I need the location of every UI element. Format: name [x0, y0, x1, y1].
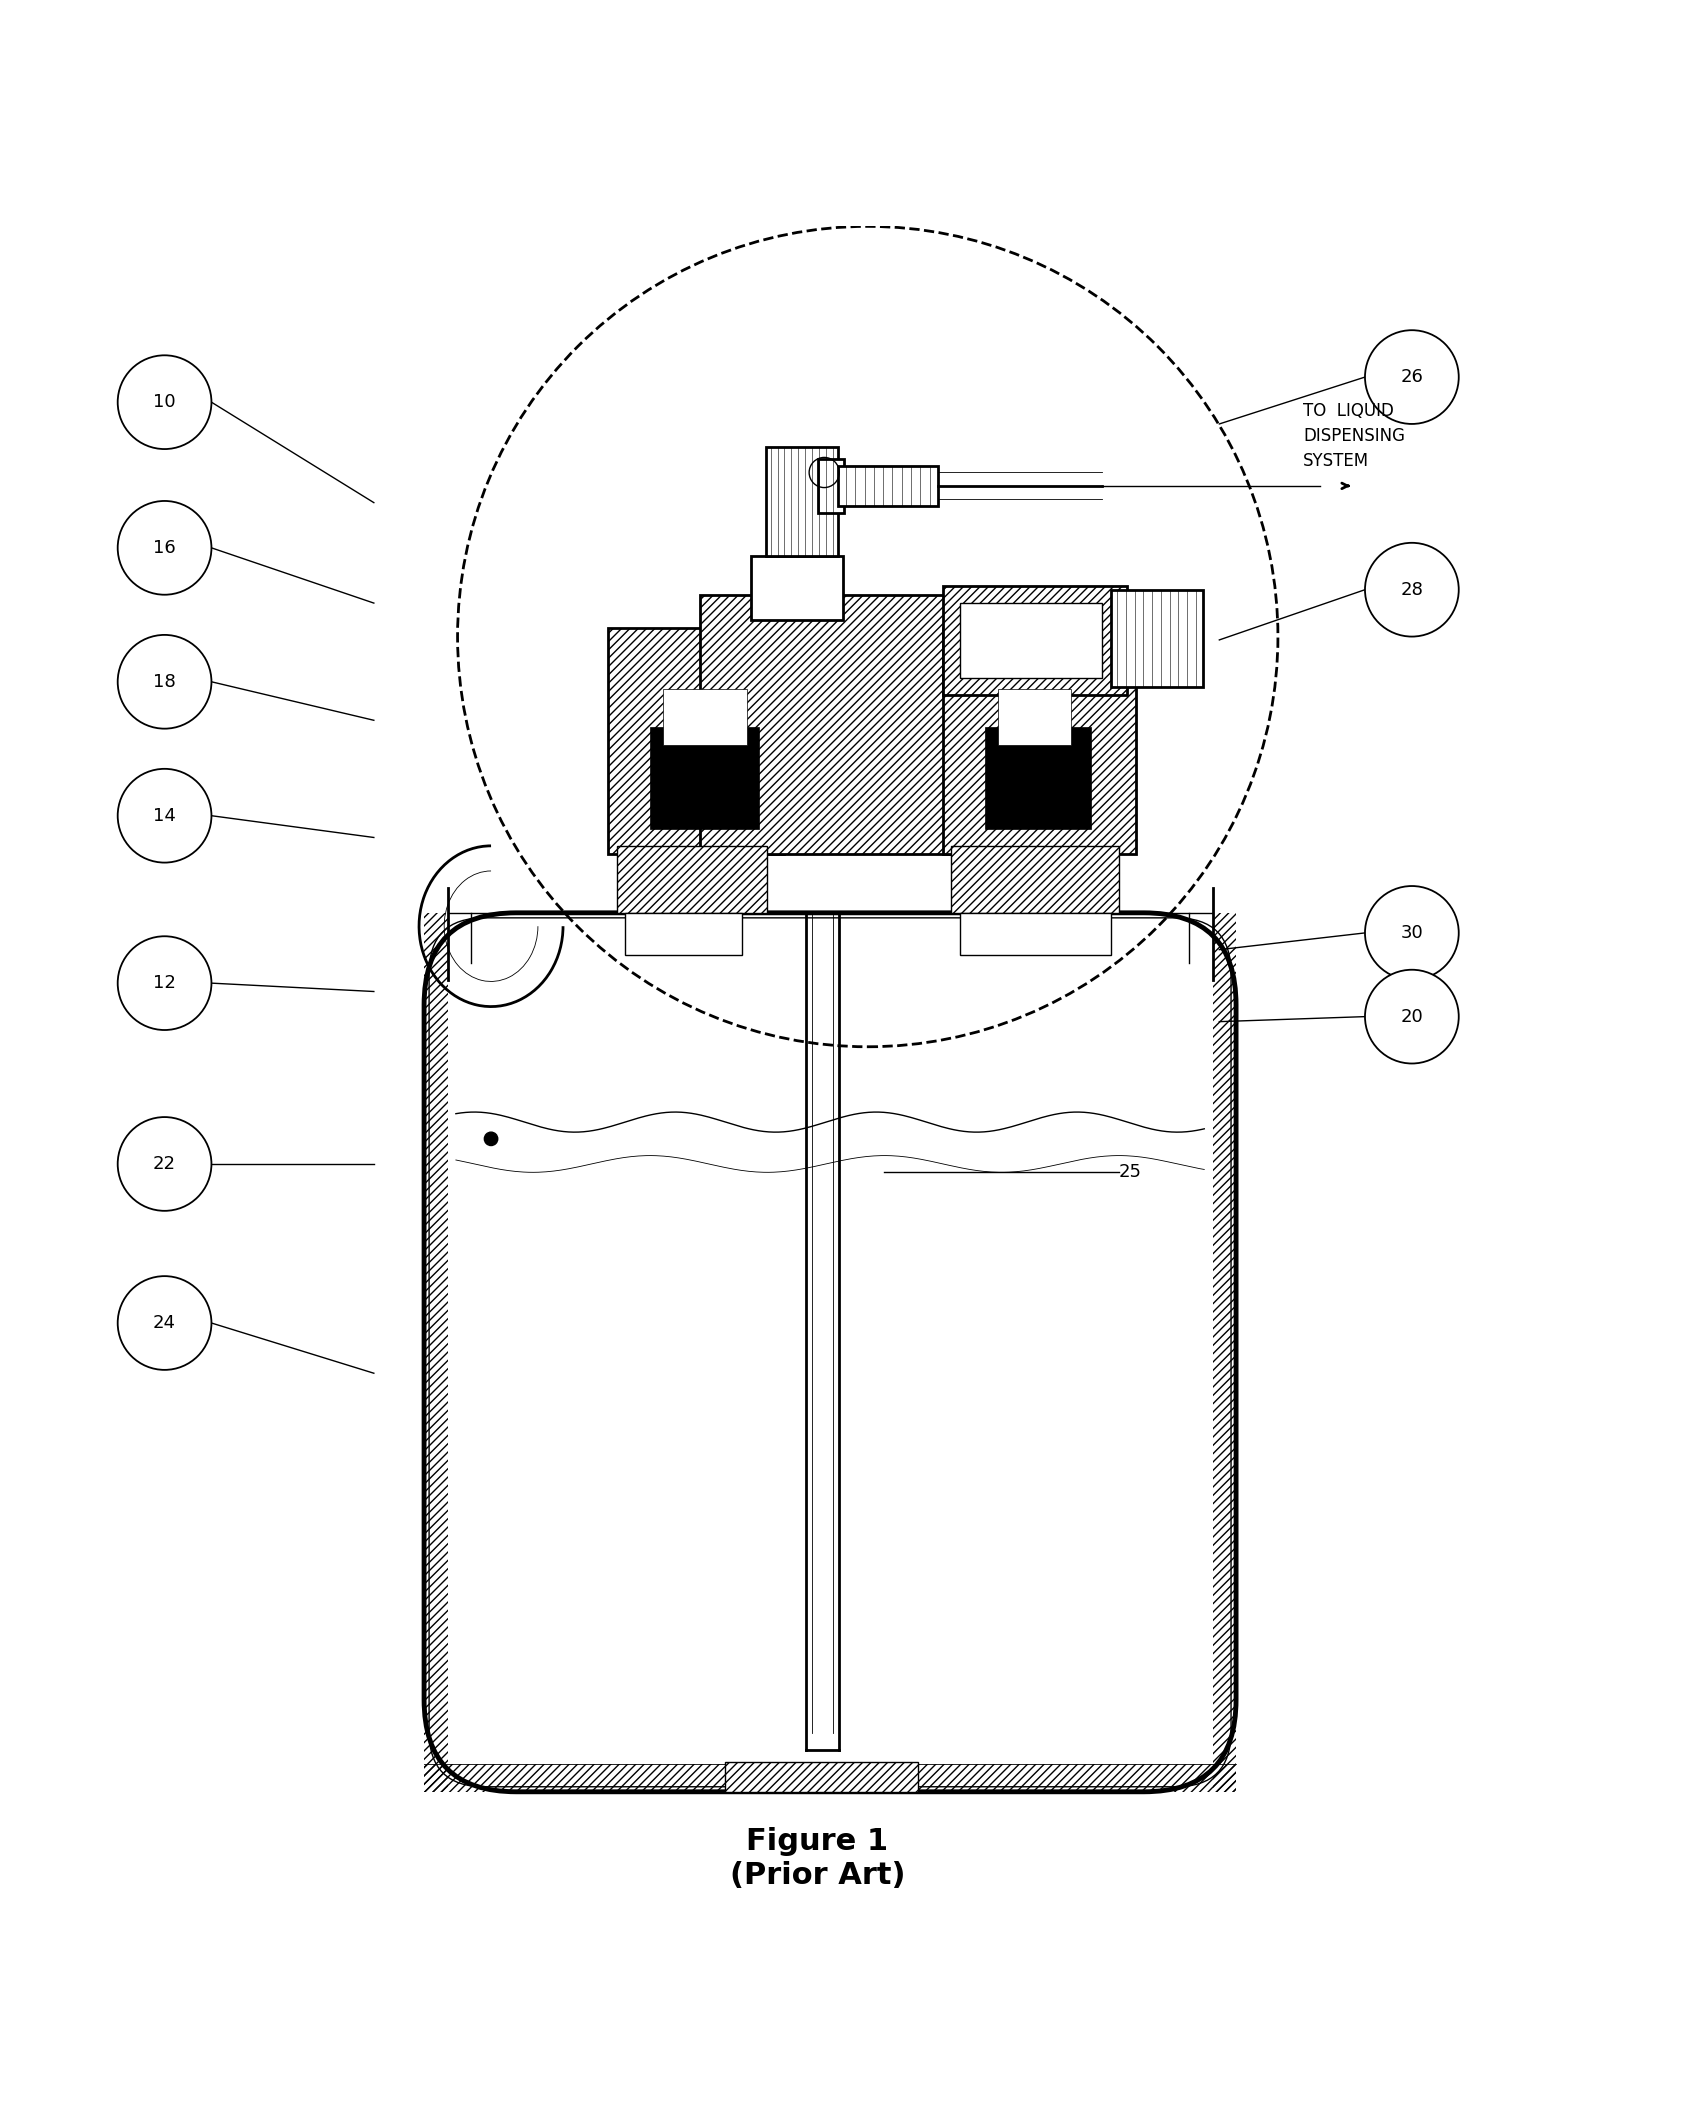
Bar — [625, 912, 742, 955]
Bar — [999, 689, 1072, 744]
Text: 16: 16 — [153, 538, 175, 557]
Text: 12: 12 — [153, 974, 175, 991]
Circle shape — [117, 768, 211, 864]
Bar — [837, 466, 938, 506]
Bar — [960, 604, 1103, 679]
Bar — [725, 1761, 917, 1791]
Text: 28: 28 — [1401, 581, 1423, 598]
Circle shape — [1365, 542, 1459, 636]
Text: TO  LIQUID
DISPENSING
SYSTEM: TO LIQUID DISPENSING SYSTEM — [1304, 402, 1406, 470]
Circle shape — [117, 634, 211, 730]
Bar — [960, 912, 1110, 955]
Circle shape — [117, 936, 211, 1029]
Bar — [608, 627, 785, 855]
Bar — [751, 557, 842, 619]
Bar — [616, 847, 768, 912]
Bar — [951, 847, 1118, 912]
Bar — [650, 727, 759, 830]
Bar — [616, 847, 768, 912]
Bar — [1110, 589, 1203, 687]
Text: 14: 14 — [153, 806, 175, 825]
Bar — [951, 847, 1118, 912]
Circle shape — [117, 502, 211, 596]
Bar — [943, 587, 1127, 696]
Text: 30: 30 — [1401, 923, 1423, 942]
Bar — [608, 627, 785, 855]
Text: 22: 22 — [153, 1155, 175, 1172]
Circle shape — [1365, 330, 1459, 423]
Bar — [700, 596, 960, 855]
Circle shape — [1365, 887, 1459, 981]
Bar — [985, 727, 1091, 830]
Text: Figure 1
(Prior Art): Figure 1 (Prior Art) — [730, 1827, 905, 1891]
Bar — [424, 1763, 1236, 1791]
Text: 24: 24 — [153, 1314, 175, 1332]
Bar — [664, 689, 747, 744]
Bar — [817, 459, 844, 513]
Text: 20: 20 — [1401, 1008, 1423, 1025]
Bar — [943, 627, 1135, 855]
Bar — [943, 627, 1135, 855]
Bar — [725, 1761, 917, 1791]
Text: 25: 25 — [1118, 1163, 1142, 1180]
Bar — [424, 912, 448, 1791]
Bar — [700, 596, 960, 855]
Circle shape — [117, 1117, 211, 1210]
Circle shape — [1365, 970, 1459, 1064]
Text: 10: 10 — [153, 393, 175, 411]
FancyBboxPatch shape — [424, 912, 1236, 1791]
Circle shape — [117, 1276, 211, 1370]
Circle shape — [485, 1132, 497, 1146]
Bar — [1212, 912, 1236, 1791]
Text: 18: 18 — [153, 672, 175, 691]
Circle shape — [117, 355, 211, 449]
Bar — [943, 587, 1127, 696]
Text: 26: 26 — [1401, 368, 1423, 387]
Bar — [766, 447, 837, 557]
